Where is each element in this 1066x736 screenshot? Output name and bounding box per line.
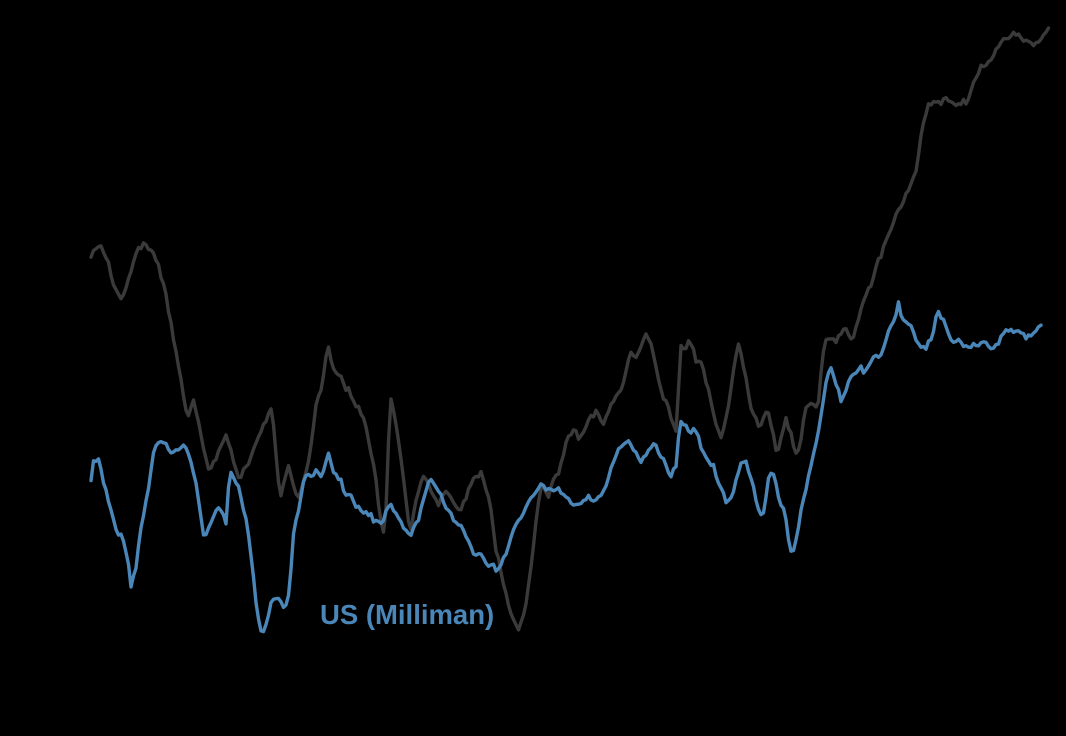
svg-text:US (Milliman): US (Milliman) [320,599,494,630]
